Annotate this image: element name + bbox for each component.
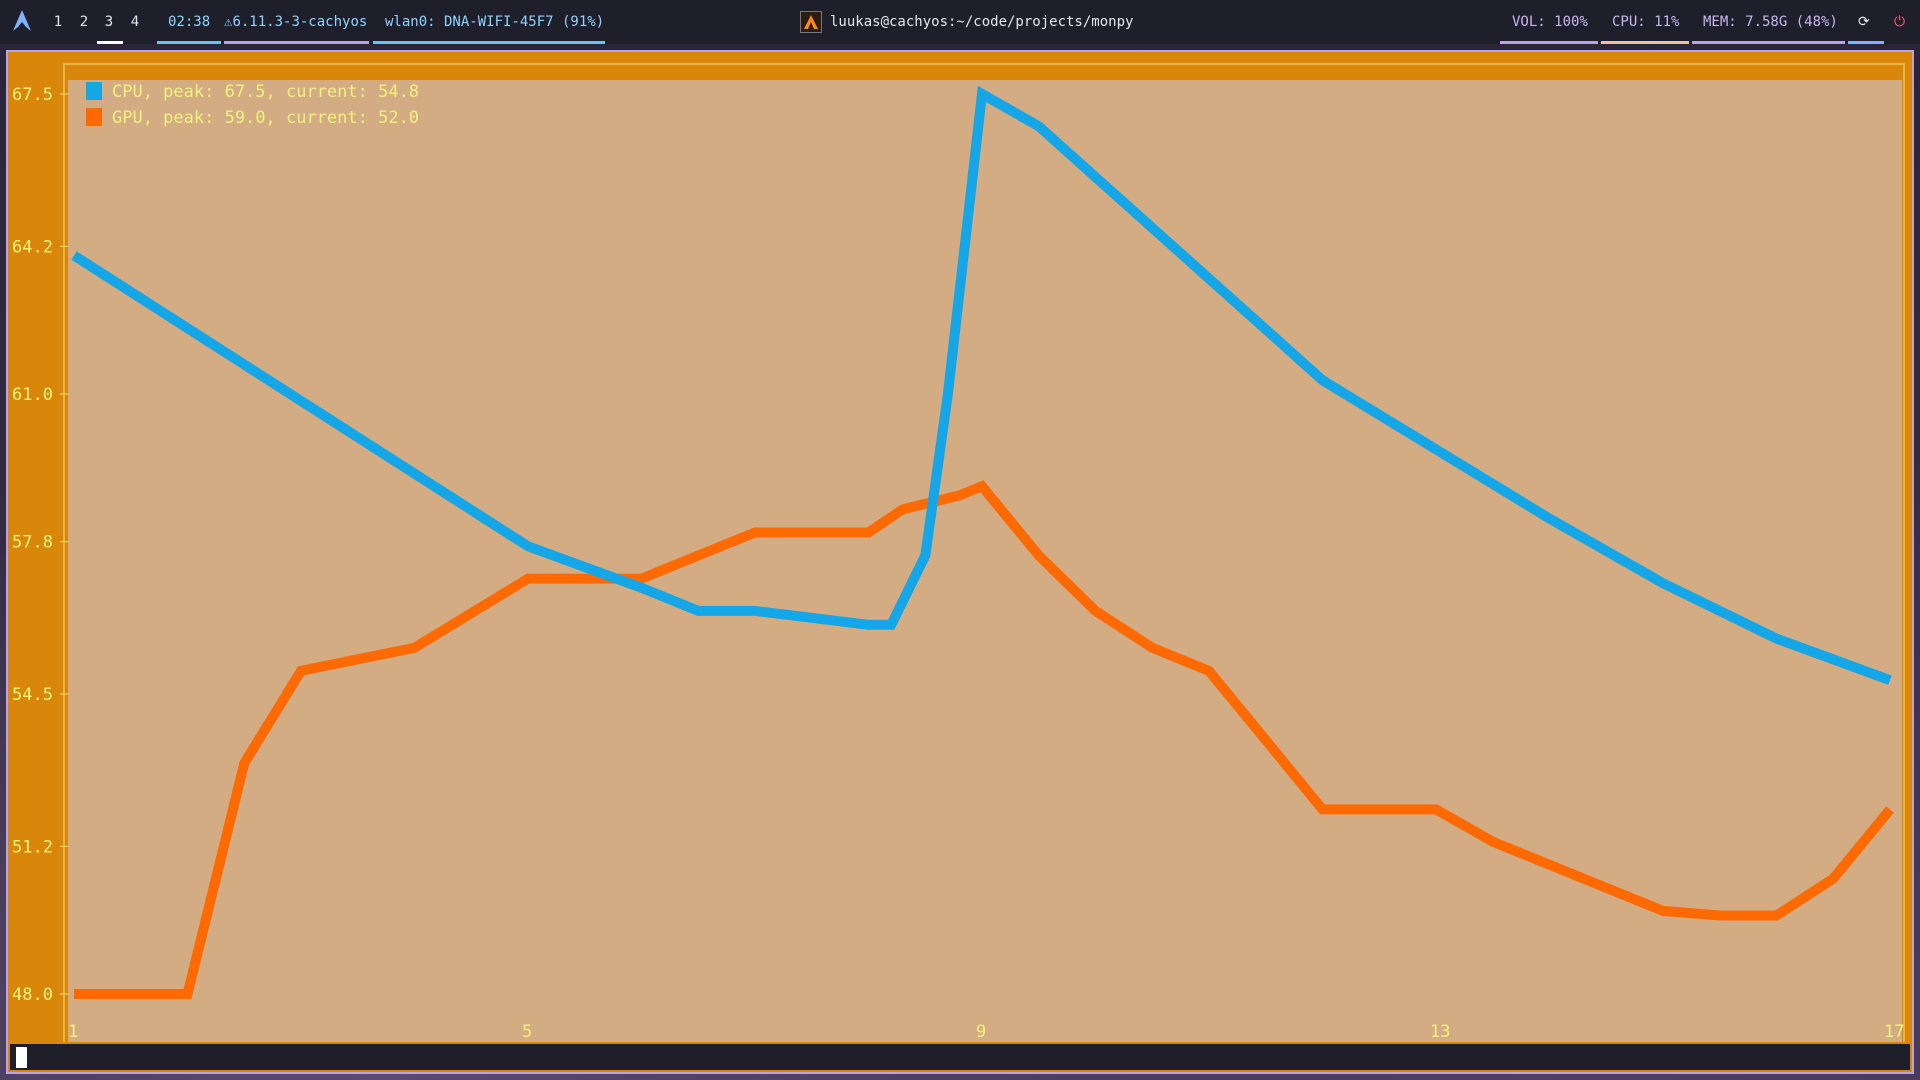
active-workspace-indicator [97,41,123,44]
memory-underline [1692,41,1845,44]
x-tick-label: 9 [976,1022,986,1042]
clock-underline [157,41,221,44]
plot-frame [63,63,1905,1042]
top-status-bar: 1 2 3 4 02:38 ⚠6.11.3-3-cachyos wlan0: D… [0,0,1920,44]
temperature-chart: 48.0 51.2 54.5 57.8 61.0 64.2 67.5 1 5 9 13 17 CPU… [12,63,1905,1042]
gpu-series-line [74,480,1894,999]
y-tick-label: 51.2 [12,837,53,857]
arch-logo-icon[interactable] [10,0,34,44]
legend-label-gpu: GPU, peak: 59.0, current: 52.0 [112,108,419,128]
power-icon[interactable]: ⏻ [1894,14,1906,30]
y-tick-label: 48.0 [12,985,53,1005]
terminal-cursor [16,1047,27,1068]
y-tick-label: 64.2 [12,237,53,257]
x-tick-label: 1 [68,1022,78,1042]
volume-status[interactable]: VOL: 100% [1512,14,1588,30]
cpu-series-line [71,85,1892,685]
workspace-1[interactable]: 1 [53,14,63,30]
gpu-line-path [74,480,1894,999]
workspace-3[interactable]: 3 [104,14,114,30]
cpu-underline [1601,41,1689,44]
y-tick-label: 54.5 [12,685,53,705]
x-tick-label: 5 [522,1022,532,1042]
cpu-line-path [71,85,1892,685]
kernel-underline [224,41,369,44]
y-tick-label: 57.8 [12,533,53,553]
clock: 02:38 [168,14,211,30]
y-tick-label: 67.5 [12,85,53,105]
focused-window: luukas@cachyos:~/code/projects/monpy [800,0,1133,44]
app-icon [800,11,822,33]
update-icon[interactable]: ⟳ [1858,14,1870,30]
kernel-module: ⚠6.11.3-3-cachyos [224,0,367,44]
x-tick-label: 17 [1884,1022,1904,1042]
x-tick-label: 13 [1430,1022,1450,1042]
legend: CPU, peak: 67.5, current: 54.8 GPU, peak… [86,82,419,128]
terminal-prompt-line[interactable] [10,1044,1910,1070]
network-underline [373,41,605,44]
y-tick-label: 61.0 [12,385,53,405]
network-status: wlan0: DNA-WIFI-45F7 (91%) [385,14,605,30]
legend-swatch-gpu [86,108,102,126]
kernel-version: 6.11.3-3-cachyos [232,14,368,30]
terminal-window[interactable]: 48.0 51.2 54.5 57.8 61.0 64.2 67.5 1 5 9 13 17 CPU… [6,50,1914,1074]
update-underline [1848,41,1884,44]
volume-underline [1500,41,1598,44]
legend-swatch-cpu [86,82,102,100]
workspace-4[interactable]: 4 [130,14,140,30]
memory-status: MEM: 7.58G (48%) [1703,14,1838,30]
legend-label-cpu: CPU, peak: 67.5, current: 54.8 [112,82,419,102]
cpu-status: CPU: 11% [1612,14,1680,30]
window-title: luukas@cachyos:~/code/projects/monpy [830,14,1134,30]
x-axis-ticks: 1 5 9 13 17 [68,1022,1904,1042]
workspace-2[interactable]: 2 [79,14,89,30]
y-axis-ticks: 48.0 51.2 54.5 57.8 61.0 64.2 67.5 [12,85,68,1005]
kernel-icon: ⚠ [224,14,233,30]
